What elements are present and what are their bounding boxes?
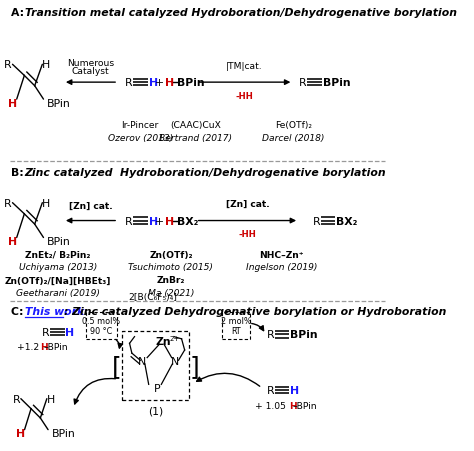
Text: R: R <box>299 78 307 88</box>
Text: Fe(OTf)₂: Fe(OTf)₂ <box>275 121 312 130</box>
Text: Tsuchimoto (2015): Tsuchimoto (2015) <box>128 262 213 272</box>
Text: : Zinc catalyzed Dehydrogenative borylation or Hydroboration: : Zinc catalyzed Dehydrogenative borylat… <box>64 307 446 317</box>
Text: A:: A: <box>11 8 28 18</box>
Text: Ir-Pincer: Ir-Pincer <box>122 121 159 130</box>
Text: 90 °C: 90 °C <box>90 327 112 336</box>
Text: Zn: Zn <box>155 336 171 346</box>
Text: +: + <box>155 216 164 226</box>
Text: BPin: BPin <box>177 78 205 88</box>
FancyBboxPatch shape <box>122 331 189 400</box>
Text: R: R <box>266 330 274 340</box>
Text: Catalyst: Catalyst <box>72 67 109 76</box>
Text: 2 mol%: 2 mol% <box>220 316 251 325</box>
Text: Geetharani (2019): Geetharani (2019) <box>16 288 100 297</box>
Text: (CAAC)CuX: (CAAC)CuX <box>170 121 221 130</box>
Text: BPin: BPin <box>290 330 318 340</box>
Text: C:: C: <box>11 307 27 317</box>
Text: ]: ] <box>189 354 199 378</box>
Text: BX₂: BX₂ <box>177 216 199 226</box>
Text: N: N <box>171 356 179 366</box>
Text: H: H <box>65 327 74 337</box>
Text: BPin: BPin <box>47 98 71 108</box>
Text: 2[B(C₆F₅)₄]⁻: 2[B(C₆F₅)₄]⁻ <box>129 292 182 301</box>
Text: [: [ <box>112 354 122 378</box>
Text: Numerous: Numerous <box>67 60 114 68</box>
Text: + 1.05: + 1.05 <box>255 401 289 410</box>
Text: -HH: -HH <box>236 92 254 101</box>
Text: Bertrand (2017): Bertrand (2017) <box>159 134 232 143</box>
Text: [Zn] cat.: [Zn] cat. <box>226 200 269 209</box>
FancyArrowPatch shape <box>252 324 264 331</box>
Text: H: H <box>40 342 48 351</box>
Text: [Zn] cat.: [Zn] cat. <box>69 201 112 210</box>
Text: H: H <box>9 236 18 247</box>
Text: H: H <box>46 394 55 404</box>
Text: H: H <box>165 78 174 88</box>
FancyArrowPatch shape <box>197 373 260 387</box>
Text: NHC–Zn⁺: NHC–Zn⁺ <box>259 250 304 259</box>
Text: H: H <box>149 216 158 226</box>
Text: Zn(OTf)₂/[Na][HBEt₃]: Zn(OTf)₂/[Na][HBEt₃] <box>5 276 111 285</box>
Text: R: R <box>312 216 320 226</box>
Text: –BPin: –BPin <box>44 342 68 351</box>
Text: Zn(OTf)₂: Zn(OTf)₂ <box>149 250 192 259</box>
Text: N: N <box>138 356 146 366</box>
Text: Ingelson (2019): Ingelson (2019) <box>246 262 318 272</box>
Text: R: R <box>266 385 274 396</box>
Text: Zinc catalyzed  Hydroboration/Dehydrogenative borylation: Zinc catalyzed Hydroboration/Dehydrogena… <box>25 167 386 177</box>
Text: H: H <box>9 98 18 108</box>
Text: Darcel (2018): Darcel (2018) <box>262 134 325 143</box>
Text: R: R <box>4 198 12 208</box>
Text: –BPin: –BPin <box>292 401 317 410</box>
Text: BPin: BPin <box>323 78 350 88</box>
Text: +1.2: +1.2 <box>17 342 42 351</box>
Text: H: H <box>165 216 174 226</box>
Text: H: H <box>42 60 50 70</box>
FancyArrowPatch shape <box>116 340 122 348</box>
Text: Ozerov (2013): Ozerov (2013) <box>108 134 173 143</box>
FancyBboxPatch shape <box>86 312 117 339</box>
Text: (1): (1) <box>148 405 163 415</box>
Text: ZnBr₂: ZnBr₂ <box>157 276 185 285</box>
Text: H: H <box>290 385 300 396</box>
Text: P: P <box>154 383 161 393</box>
Text: Uchiyama (2013): Uchiyama (2013) <box>19 262 97 272</box>
Text: ZnEt₂/ B₂Pin₂: ZnEt₂/ B₂Pin₂ <box>25 250 91 259</box>
Text: 0.5 mol%: 0.5 mol% <box>82 316 120 325</box>
Text: R: R <box>4 60 12 70</box>
Text: This work: This work <box>25 307 84 317</box>
Text: R: R <box>12 394 20 404</box>
Text: R: R <box>125 78 133 88</box>
Text: 2+: 2+ <box>170 335 180 341</box>
FancyBboxPatch shape <box>222 312 250 339</box>
Text: -HH: -HH <box>238 230 256 239</box>
Text: H: H <box>16 428 25 438</box>
Text: B:: B: <box>11 167 27 177</box>
Text: BX₂: BX₂ <box>336 216 357 226</box>
Text: BPin: BPin <box>52 428 76 438</box>
Text: RT: RT <box>231 327 241 336</box>
Text: +: + <box>155 78 164 88</box>
Text: R: R <box>42 327 49 337</box>
Text: H: H <box>289 401 296 410</box>
Text: H: H <box>42 198 50 208</box>
Text: H: H <box>149 78 158 88</box>
FancyArrowPatch shape <box>74 379 116 404</box>
Text: Ma (2021): Ma (2021) <box>148 288 194 297</box>
Text: BPin: BPin <box>47 236 71 247</box>
Text: |TM|cat.: |TM|cat. <box>226 61 263 70</box>
Text: Transition metal catalyzed Hydroboration/Dehydrogenative borylation: Transition metal catalyzed Hydroboration… <box>25 8 457 18</box>
Text: R: R <box>125 216 133 226</box>
